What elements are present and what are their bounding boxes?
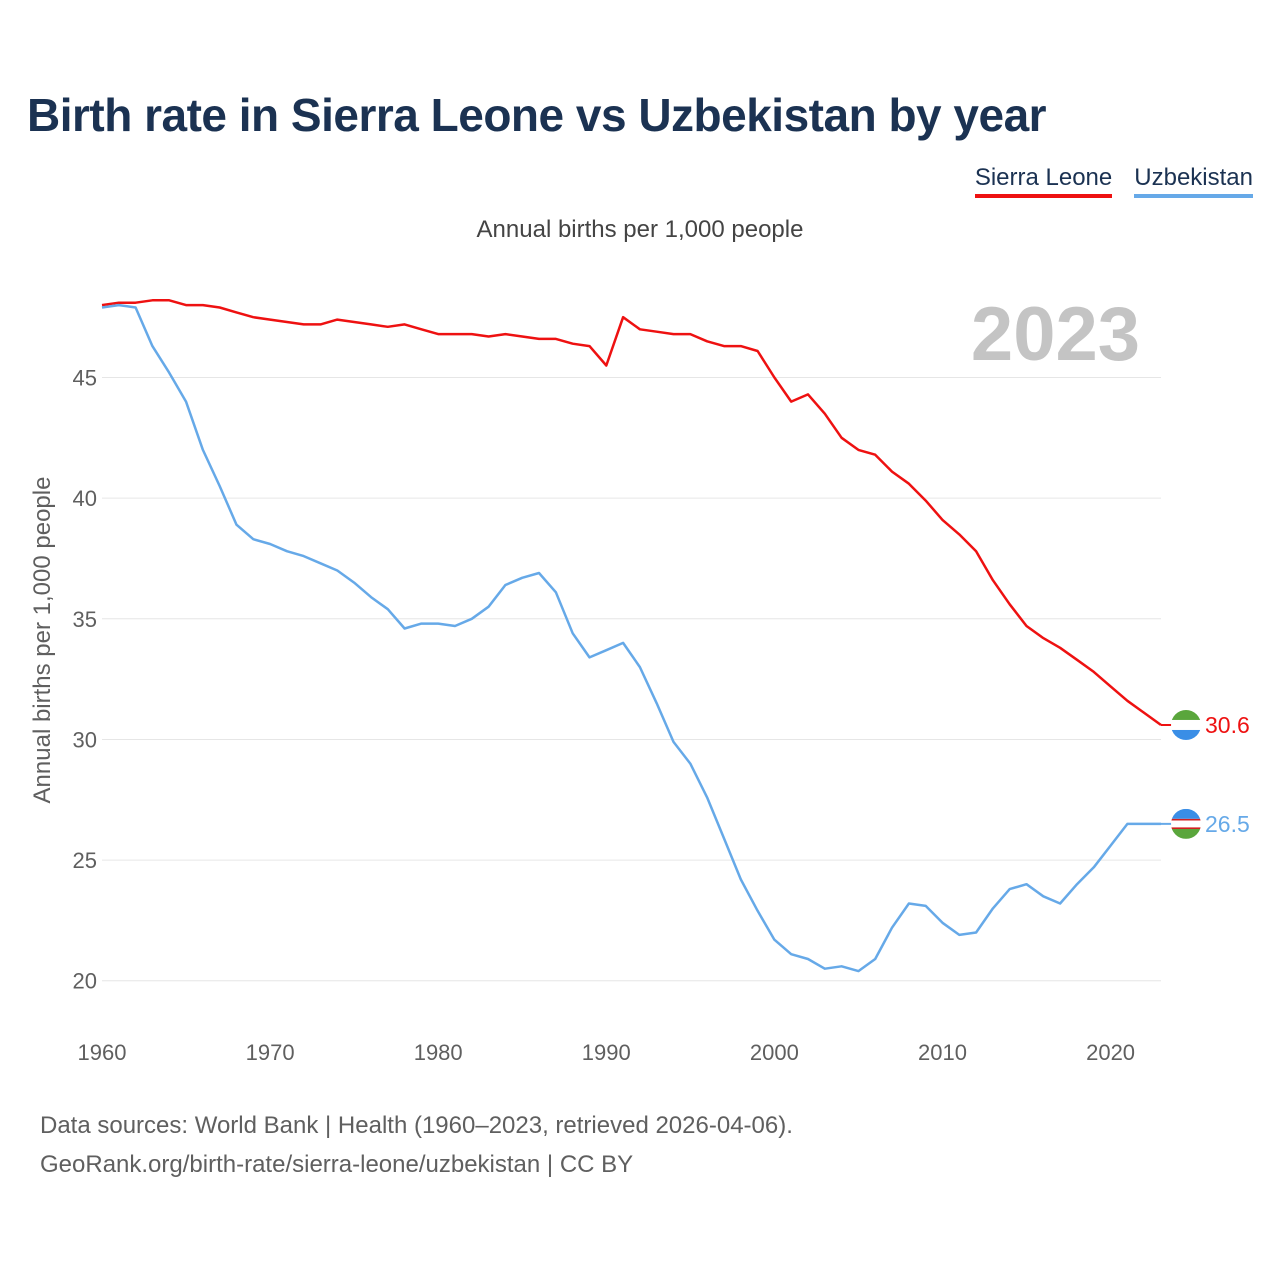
legend-item-sierra-leone[interactable]: Sierra Leone [974, 164, 1113, 198]
chart-subtitle: Annual births per 1,000 people [476, 216, 804, 243]
y-tick-label-45: 45 [73, 366, 97, 391]
series-line-sierra-leone [101, 299, 1162, 727]
end-value-label-uzbekistan: 26.5 [1205, 811, 1250, 837]
y-tick-label-35: 35 [73, 607, 97, 632]
legend-item-uzbekistan[interactable]: Uzbekistan [1134, 164, 1253, 198]
x-tick-label-2010: 2010 [918, 1040, 967, 1065]
line-chart: 2023 20 25 30 35 40 45 1960 1970 1980 1990 2000 20… [29, 292, 1250, 1065]
series-line-uzbekistan [101, 303, 1161, 973]
y-tick-label-40: 40 [73, 486, 97, 511]
y-tick-label-20: 20 [73, 969, 97, 994]
x-tick-label-1990: 1990 [582, 1040, 631, 1065]
x-tick-label-1980: 1980 [414, 1040, 463, 1065]
x-tick-label-1970: 1970 [246, 1040, 295, 1065]
y-axis-ticks: 20 25 30 35 40 45 [73, 366, 97, 994]
y-tick-label-30: 30 [73, 727, 97, 752]
year-watermark: 2023 [971, 292, 1140, 377]
y-tick-label-25: 25 [73, 848, 97, 873]
flag-icon-uzbekistan [1171, 808, 1201, 839]
end-value-label-sierra-leone: 30.6 [1205, 712, 1250, 738]
source-note: Data sources: World Bank | Health (1960–… [40, 1106, 793, 1184]
gridlines [102, 377, 1161, 982]
flag-icon-sierra-leone [1171, 709, 1201, 740]
chart-title: Birth rate in Sierra Leone vs Uzbekistan… [27, 89, 1047, 141]
end-markers: 30.6 26.5 [1161, 709, 1250, 839]
series-lines [101, 299, 1162, 973]
y-axis-label: Annual births per 1,000 people [29, 477, 56, 804]
source-line-2: GeoRank.org/birth-rate/sierra-leone/uzbe… [40, 1151, 634, 1178]
x-tick-label-1960: 1960 [78, 1040, 127, 1065]
x-axis-ticks: 1960 1970 1980 1990 2000 2010 2020 [78, 1040, 1136, 1065]
x-tick-label-2020: 2020 [1086, 1040, 1135, 1065]
x-tick-label-2000: 2000 [750, 1040, 799, 1065]
source-line-1: Data sources: World Bank | Health (1960–… [40, 1112, 793, 1139]
legend: Sierra Leone Uzbekistan [974, 164, 1253, 198]
